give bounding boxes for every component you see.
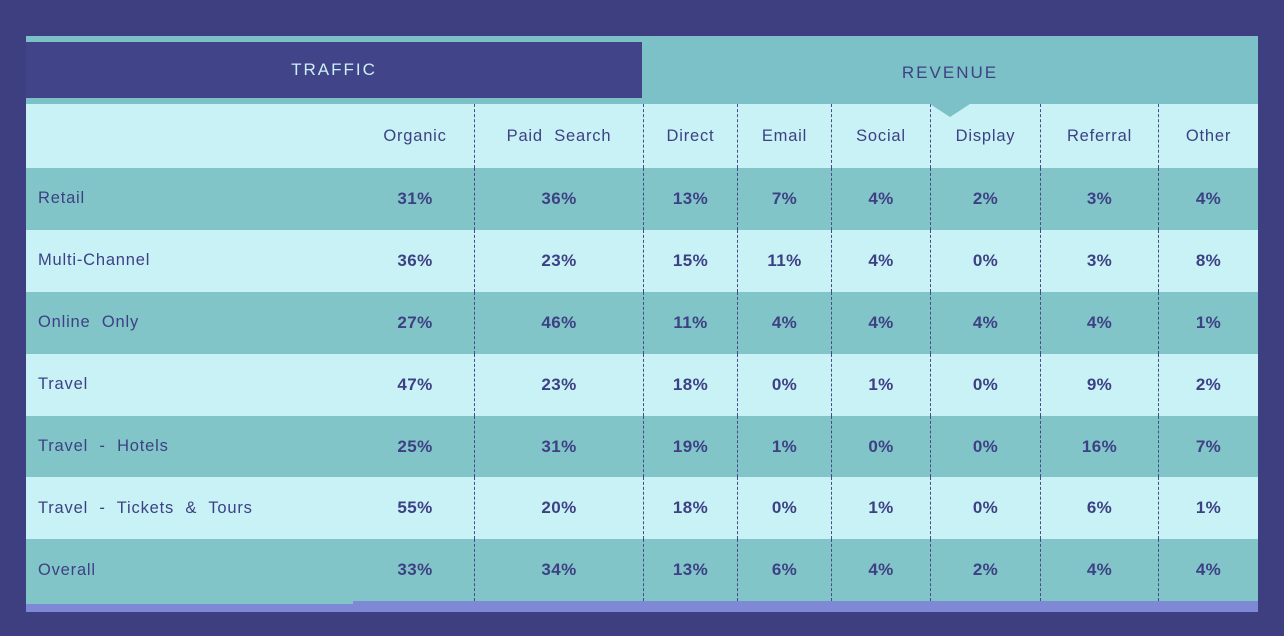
value-cell: 1% [831,477,930,540]
value-cell: 4% [1158,168,1258,230]
row-label: Travel [38,375,89,394]
value-cell: 4% [737,291,831,354]
row-label: Multi-Channel [38,251,151,270]
value-cell: 31% [474,415,643,478]
value-cell: 7% [1158,415,1258,478]
value-cell: 27% [397,312,433,332]
value-cell: 19% [643,415,737,478]
bottom-bar-fill [26,601,1258,613]
value-cell: 2% [1158,353,1258,416]
table-row: Online Only 27% 46% 11% 4% 4% 4% 4% 1% [26,291,1258,354]
value-cell: 0% [930,353,1040,416]
value-cell: 0% [737,477,831,540]
table-body: Retail 31% 36% 13% 7% 4% 2% 3% 4% Multi-Channel… [26,168,1258,602]
value-cell: 1% [1158,291,1258,354]
row-label-header-cell [26,104,356,168]
value-cell: 8% [1158,229,1258,292]
column-header: Social [831,104,930,168]
table-row: Multi-Channel 36% 23% 15% 11% 4% 0% 3% 8% [26,229,1258,292]
value-cell: 2% [930,168,1040,230]
value-cell: 36% [397,250,433,270]
value-cell: 4% [1158,539,1258,602]
value-cell: 0% [737,353,831,416]
value-cell: 4% [831,291,930,354]
table-top-border [26,36,1258,42]
value-cell: 11% [737,229,831,292]
value-cell: 4% [1040,539,1158,602]
value-cell: 7% [737,168,831,230]
tab-traffic[interactable]: TRAFFIC [26,42,642,98]
value-cell: 0% [930,415,1040,478]
value-cell: 34% [474,539,643,602]
tab-bar: TRAFFIC REVENUE [26,42,1258,117]
row-label: Travel - Hotels [38,437,169,455]
value-cell: 18% [643,477,737,540]
bottom-bar [26,601,1258,613]
value-cell: 23% [474,353,643,416]
value-cell: 46% [474,291,643,354]
value-cell: 36% [474,168,643,230]
tab-traffic-label: TRAFFIC [291,60,377,79]
value-cell: 47% [397,374,433,394]
column-header: Other [1158,104,1258,168]
column-header: Email [737,104,831,168]
column-header: Organic [383,126,447,145]
table-row: Overall 33% 34% 13% 6% 4% 2% 4% 4% [26,539,1258,602]
row-label: Travel - Tickets & Tours [38,498,253,517]
value-cell: 4% [831,539,930,602]
value-cell: 4% [831,229,930,292]
value-cell: 1% [1158,477,1258,540]
value-cell: 6% [1040,477,1158,540]
value-cell: 0% [930,229,1040,292]
column-header: Direct [643,104,737,168]
value-cell: 11% [643,291,737,354]
value-cell: 4% [930,291,1040,354]
value-cell: 13% [643,539,737,602]
column-header: Referral [1040,104,1158,168]
value-cell: 55% [397,498,433,518]
table-row: Retail 31% 36% 13% 7% 4% 2% 3% 4% [26,168,1258,230]
value-cell: 15% [643,229,737,292]
revenue-tab-pointer-icon [930,104,970,117]
value-cell: 0% [930,477,1040,540]
value-cell: 0% [831,415,930,478]
value-cell: 9% [1040,353,1158,416]
traffic-revenue-table: TRAFFIC REVENUE Organic Paid Search Dire… [26,36,1258,613]
value-cell: 4% [831,168,930,230]
value-cell: 1% [737,415,831,478]
value-cell: 25% [397,436,433,456]
value-cell: 20% [474,477,643,540]
bottom-bar-left-segment [26,601,353,605]
value-cell: 2% [930,539,1040,602]
table-row: Travel - Tickets & Tours 55% 20% 18% 0% 1% 0%… [26,477,1258,540]
column-header: Paid Search [474,104,643,168]
value-cell: 23% [474,229,643,292]
tab-revenue-label: REVENUE [901,63,999,82]
value-cell: 16% [1040,415,1158,478]
table-row: Travel - Hotels 25% 31% 19% 1% 0% 0% 16% 7% [26,415,1258,478]
value-cell: 31% [397,188,433,208]
table-row: Travel 47% 23% 18% 0% 1% 0% 9% 2% [26,353,1258,416]
value-cell: 4% [1040,291,1158,354]
column-header-row: Organic Paid Search Direct Email Social … [26,104,1258,168]
row-label: Online Only [38,313,140,332]
value-cell: 13% [643,168,737,230]
value-cell: 3% [1040,168,1158,230]
value-cell: 1% [831,353,930,416]
tab-revenue[interactable]: REVENUE [642,42,1258,117]
row-label: Retail [38,189,85,208]
row-label: Overall [38,560,96,579]
value-cell: 6% [737,539,831,602]
value-cell: 3% [1040,229,1158,292]
column-header: Display [930,104,1040,168]
value-cell: 33% [397,560,433,580]
value-cell: 18% [643,353,737,416]
